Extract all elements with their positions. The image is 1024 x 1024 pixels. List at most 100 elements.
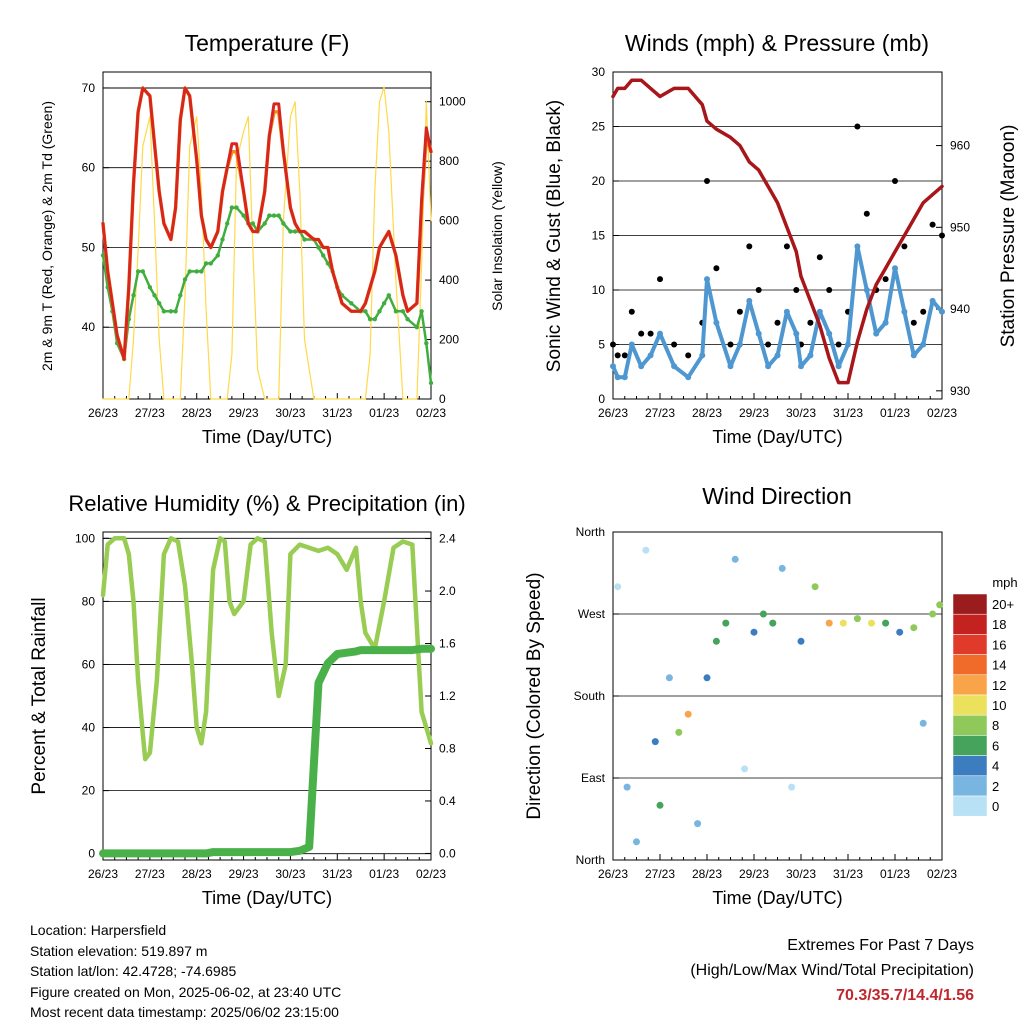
wind-gust-point bbox=[910, 319, 917, 326]
wind-direction-point bbox=[868, 619, 875, 627]
winds-ytick-label: 15 bbox=[592, 229, 606, 243]
winds-xtick-label: 29/23 bbox=[739, 406, 769, 420]
wind-direction-points bbox=[614, 546, 944, 846]
winds-ytick-right-label: 930 bbox=[950, 384, 970, 398]
sonic-wind-point bbox=[736, 341, 743, 348]
wind-direction-point bbox=[936, 601, 944, 609]
sonic-wind-point bbox=[873, 330, 880, 337]
temperature-xlabel: Time (Day/UTC) bbox=[202, 427, 332, 447]
wind-direction-xtick-label: 26/23 bbox=[598, 867, 628, 881]
winds-xlabel: Time (Day/UTC) bbox=[712, 427, 842, 447]
humidity-xtick-label: 02/23 bbox=[416, 867, 446, 881]
temperature-xtick-label: 28/23 bbox=[182, 406, 212, 420]
sonic-wind-point-group bbox=[610, 243, 945, 381]
speed-legend-label: 10 bbox=[992, 698, 1006, 713]
sonic-wind-point bbox=[610, 363, 616, 370]
sonic-wind-point bbox=[882, 319, 889, 326]
temperature-title: Temperature (F) bbox=[185, 30, 350, 56]
wind-direction-point bbox=[684, 710, 692, 718]
temperature-ylabel: 2m & 9m T (Red, Orange) & 2m Td (Green) bbox=[39, 101, 55, 371]
total-rainfall-line bbox=[99, 644, 435, 858]
humidity-xtick-label: 28/23 bbox=[182, 867, 212, 881]
speed-legend-swatch bbox=[952, 755, 988, 777]
wind-direction-xtick-label: 02/23 bbox=[927, 867, 957, 881]
speed-legend-title: mph bbox=[992, 575, 1017, 590]
wind-direction-xtick-label: 29/23 bbox=[739, 867, 769, 881]
humidity-ytick-label: 80 bbox=[82, 594, 96, 608]
extremes-subtitle: (High/Low/Max Wind/Total Precipitation) bbox=[690, 962, 974, 979]
wind-direction-point bbox=[623, 783, 631, 791]
wind-direction-point bbox=[788, 783, 796, 791]
temperature-ytick-label: 50 bbox=[82, 240, 96, 254]
speed-legend-swatch bbox=[952, 694, 988, 716]
winds-ylabel: Sonic Wind & Gust (Blue, Black) bbox=[544, 100, 565, 372]
speed-legend-swatch bbox=[952, 775, 988, 797]
speed-legend-swatch bbox=[952, 654, 988, 676]
wind-gust-point bbox=[807, 319, 814, 326]
winds-ytick-label: 0 bbox=[598, 392, 605, 406]
sonic-wind-point bbox=[704, 276, 710, 283]
sonic-wind-point bbox=[783, 308, 790, 315]
wind-direction-point bbox=[825, 619, 833, 627]
dewpoint-point-group bbox=[100, 205, 434, 386]
sonic-wind-line bbox=[611, 244, 944, 380]
humidity-ytick-right-label: 0.0 bbox=[439, 846, 456, 860]
sonic-wind-point bbox=[727, 363, 734, 370]
speed-legend-label: 6 bbox=[992, 738, 999, 753]
temperature-xtick-label: 31/23 bbox=[322, 406, 352, 420]
wind-gust-point bbox=[704, 178, 710, 184]
humidity-ylabel: Percent & Total Rainfall bbox=[29, 597, 50, 794]
dewpoint-line bbox=[101, 206, 433, 385]
sonic-wind-point bbox=[713, 319, 720, 326]
humidity-ytick-right-label: 0.4 bbox=[439, 794, 456, 808]
wind-gust-point bbox=[671, 341, 678, 348]
wind-direction-ylabel: Direction (Colored By Speed) bbox=[524, 572, 545, 819]
humidity-ytick-label: 60 bbox=[82, 657, 96, 671]
sonic-wind-point bbox=[755, 330, 762, 337]
wind-direction-point bbox=[741, 765, 749, 773]
wind-gust-point bbox=[727, 341, 734, 348]
humidity-ytick-right-label: 2.4 bbox=[439, 532, 456, 546]
station-latlon: Station lat/lon: 42.4728; -74.6985 bbox=[30, 963, 237, 979]
humidity-ytick-label: 20 bbox=[82, 784, 96, 798]
temperature-ytick-right-label: 400 bbox=[439, 273, 459, 287]
winds-ytick-right-label: 940 bbox=[950, 302, 970, 316]
wind-direction-point bbox=[703, 674, 711, 682]
sonic-wind-point bbox=[807, 352, 814, 359]
wind-gust-point bbox=[657, 276, 663, 283]
winds-xtick-label: 31/23 bbox=[833, 406, 863, 420]
solar-insolation-line bbox=[102, 86, 432, 400]
wind-direction-ytick-label: North bbox=[576, 525, 605, 539]
wind-direction-xtick-label: 30/23 bbox=[786, 867, 816, 881]
humidity-xtick-label: 29/23 bbox=[229, 867, 259, 881]
speed-legend-label: 20+ bbox=[992, 597, 1014, 612]
data-timestamp: Most recent data timestamp: 2025/06/02 2… bbox=[30, 1004, 339, 1020]
wind-gust-point bbox=[920, 308, 927, 315]
wind-direction-ytick-label: South bbox=[574, 689, 605, 703]
speed-legend-swatch bbox=[952, 735, 988, 756]
humidity-ytick-right-label: 1.2 bbox=[439, 689, 456, 703]
temperature-ylabel-right: Solar Insolation (Yellow) bbox=[489, 161, 505, 311]
sonic-wind-point bbox=[774, 352, 781, 359]
station-location: Location: Harpersfield bbox=[30, 922, 167, 938]
wind-direction-xtick-label: 28/23 bbox=[692, 867, 722, 881]
winds-ytick-label: 20 bbox=[592, 174, 606, 188]
winds-ytick-right-label: 950 bbox=[950, 220, 970, 234]
sonic-wind-point bbox=[826, 330, 833, 337]
winds-ytick-label: 10 bbox=[592, 283, 606, 297]
sonic-wind-point bbox=[614, 374, 621, 381]
winds-xtick-label: 01/23 bbox=[880, 406, 910, 420]
sonic-wind-point bbox=[638, 363, 645, 370]
sonic-wind-point bbox=[863, 287, 870, 293]
temp-2m-line bbox=[101, 86, 433, 361]
sonic-wind-point bbox=[929, 297, 936, 304]
winds-ytick-label: 30 bbox=[592, 65, 606, 79]
wind-gust-point bbox=[854, 123, 861, 130]
wind-direction-point bbox=[633, 838, 640, 846]
wind-direction-point bbox=[694, 820, 702, 828]
wind-direction-point bbox=[882, 619, 890, 627]
wind-direction-xlabel: Time (Day/UTC) bbox=[712, 888, 842, 908]
speed-legend-swatch bbox=[952, 674, 988, 696]
wind-direction-xtick-label: 01/23 bbox=[880, 867, 910, 881]
speed-legend-label: 12 bbox=[992, 678, 1006, 693]
